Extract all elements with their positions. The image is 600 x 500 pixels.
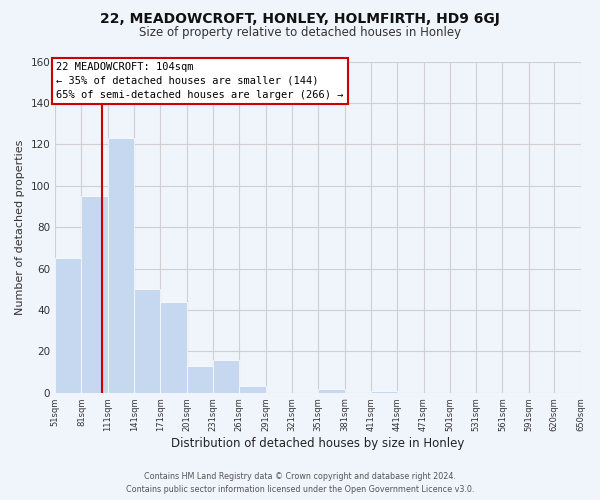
X-axis label: Distribution of detached houses by size in Honley: Distribution of detached houses by size … [171, 437, 464, 450]
Text: 22 MEADOWCROFT: 104sqm
← 35% of detached houses are smaller (144)
65% of semi-de: 22 MEADOWCROFT: 104sqm ← 35% of detached… [56, 62, 344, 100]
Bar [213, 360, 239, 392]
Text: 22, MEADOWCROFT, HONLEY, HOLMFIRTH, HD9 6GJ: 22, MEADOWCROFT, HONLEY, HOLMFIRTH, HD9 … [100, 12, 500, 26]
Bar [160, 302, 187, 392]
Text: Size of property relative to detached houses in Honley: Size of property relative to detached ho… [139, 26, 461, 39]
Bar [187, 366, 213, 392]
Bar [134, 289, 160, 393]
Bar [82, 196, 108, 392]
Bar [239, 386, 266, 392]
Y-axis label: Number of detached properties: Number of detached properties [15, 140, 25, 315]
Bar [108, 138, 134, 392]
Text: Contains HM Land Registry data © Crown copyright and database right 2024.
Contai: Contains HM Land Registry data © Crown c… [126, 472, 474, 494]
Bar [318, 388, 344, 392]
Bar [371, 390, 397, 392]
Bar [55, 258, 82, 392]
